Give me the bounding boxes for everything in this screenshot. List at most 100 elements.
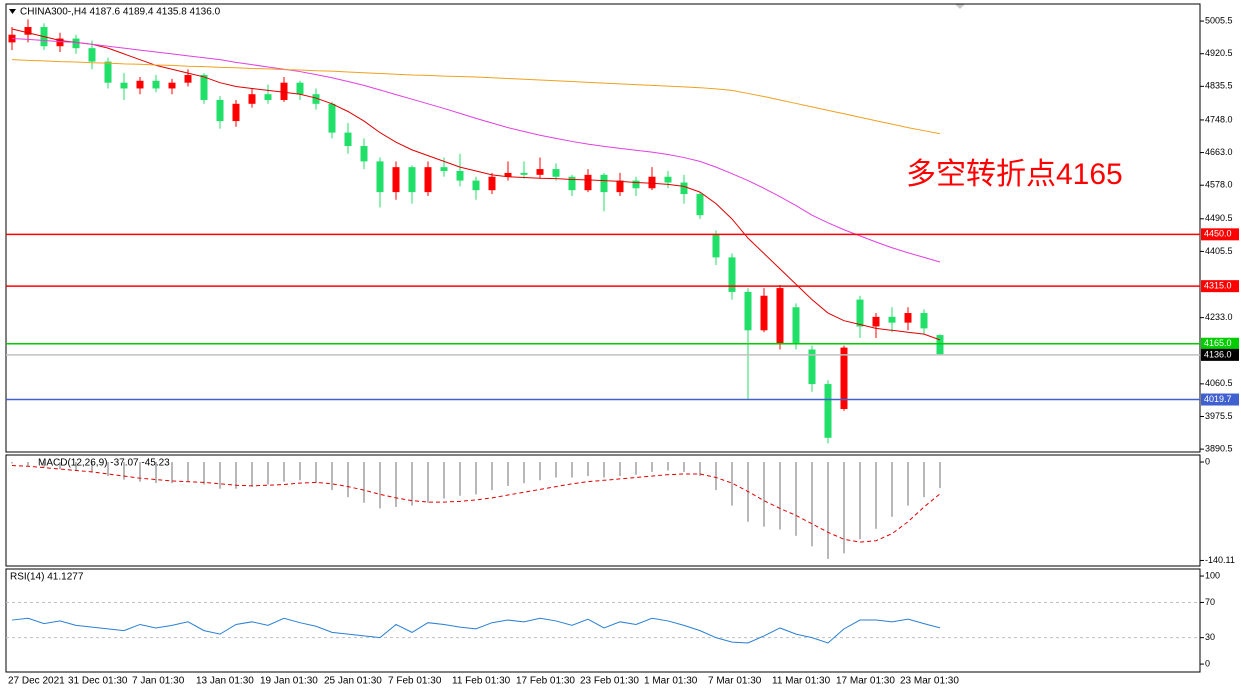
candle-body [648, 176, 656, 189]
candle-body [456, 170, 464, 181]
histogram-bar [187, 462, 189, 482]
x-tick-label: 31 Dec 01:30 [68, 676, 128, 687]
candle-body [136, 80, 144, 89]
candle-body [632, 180, 640, 189]
x-tick-label: 27 Dec 2021 [8, 676, 65, 687]
candle-body [376, 161, 384, 193]
y-tick-label: 4920.5 [1205, 48, 1233, 58]
candle-body [200, 75, 208, 100]
candle-body [536, 169, 544, 175]
x-tick-label: 19 Jan 01:30 [260, 676, 318, 687]
histogram-bar [875, 462, 877, 529]
histogram-bar [491, 462, 493, 491]
histogram-bar [27, 462, 29, 466]
moving-average [11, 59, 941, 135]
candle-body [792, 307, 800, 344]
candle-body [584, 174, 592, 191]
x-tick-label: 17 Feb 01:30 [516, 676, 575, 687]
price-label: 4165.0 [1204, 338, 1232, 348]
x-tick-label: 7 Mar 01:30 [708, 676, 762, 687]
candle-body [936, 335, 944, 355]
histogram-bar [283, 462, 285, 482]
histogram-bar [443, 462, 445, 499]
panel-frame [5, 454, 1201, 567]
candle-body [472, 180, 480, 191]
moving-average [11, 28, 941, 341]
candle-body [728, 257, 736, 292]
histogram-bar [699, 462, 701, 477]
candle-body [344, 132, 352, 147]
histogram-bar [475, 462, 477, 495]
candle-body [920, 313, 928, 329]
histogram-bar [811, 462, 813, 547]
price-label-box [1201, 280, 1239, 293]
candle-body [312, 94, 320, 104]
histogram-bar [11, 462, 13, 464]
y-tick-label: 4060.5 [1205, 378, 1233, 388]
candle-body [360, 146, 368, 162]
histogram-bar [299, 462, 301, 481]
y-tick-label: 70 [1205, 597, 1215, 607]
y-tick-label: 4663.0 [1205, 147, 1233, 157]
candle-body [824, 384, 832, 438]
candle-body [552, 169, 560, 177]
candle-body [56, 38, 64, 47]
candle-body [504, 172, 512, 177]
candle-body [440, 167, 448, 171]
x-tick-label: 7 Jan 01:30 [132, 676, 185, 687]
candle-body [264, 94, 272, 100]
histogram-bar [603, 462, 605, 478]
histogram-bar [763, 462, 765, 527]
x-tick-label: 7 Feb 01:30 [388, 676, 442, 687]
histogram-bar [155, 462, 157, 484]
histogram-bar [411, 462, 413, 506]
moving-average [11, 38, 941, 263]
candle-body [120, 82, 128, 89]
histogram-bar [715, 462, 717, 491]
histogram-bar [667, 462, 669, 471]
histogram-bar [75, 462, 77, 471]
candle-body [72, 38, 80, 49]
histogram-bar [907, 462, 909, 506]
histogram-bar [123, 462, 125, 480]
x-tick-label: 23 Mar 01:30 [900, 676, 959, 687]
candle-body [696, 194, 704, 216]
histogram-bar [555, 462, 557, 478]
rsi-line [11, 617, 941, 644]
y-tick-label: 100 [1205, 570, 1220, 580]
price-label-box [1201, 393, 1239, 406]
histogram-bar [315, 462, 317, 484]
histogram-bar [891, 462, 893, 517]
price-label-box [1201, 337, 1239, 350]
histogram-bar [139, 462, 141, 482]
panel-title: MACD(12,26,9) -37.07 -45.23 [38, 458, 170, 469]
candle-body [392, 167, 400, 193]
price-label: 4450.0 [1204, 229, 1232, 239]
x-tick-label: 13 Jan 01:30 [196, 676, 254, 687]
x-tick-label: 17 Mar 01:30 [836, 676, 895, 687]
candle-body [568, 176, 576, 191]
candle-body [488, 176, 496, 191]
y-tick-label: 4578.0 [1205, 180, 1233, 190]
candle-body [216, 99, 224, 122]
histogram-bar [59, 462, 61, 470]
histogram-bar [379, 462, 381, 509]
histogram-bar [427, 462, 429, 503]
histogram-bar [843, 462, 845, 554]
candle-body [744, 291, 752, 331]
candle-body [280, 82, 288, 100]
candle-body [600, 174, 608, 193]
candle-body [760, 295, 768, 331]
candle-body [88, 48, 96, 62]
candle-body [856, 299, 864, 327]
candle-body [184, 75, 192, 83]
histogram-bar [331, 462, 333, 491]
histogram-bar [347, 462, 349, 498]
scroll-marker [955, 4, 965, 9]
price-label: 4315.0 [1204, 281, 1232, 291]
x-tick-label: 1 Mar 01:30 [644, 676, 698, 687]
candle-body [872, 316, 880, 327]
candle-body [712, 234, 720, 258]
x-tick-label: 11 Feb 01:30 [452, 676, 511, 687]
histogram-bar [939, 462, 941, 489]
